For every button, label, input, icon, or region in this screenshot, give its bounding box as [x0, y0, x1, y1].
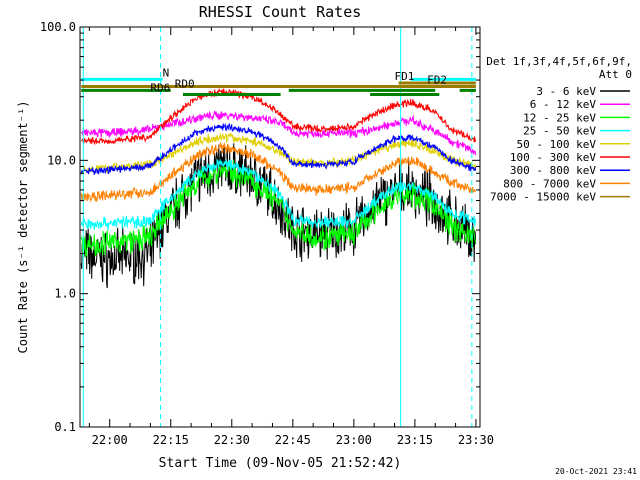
legend-entry-label: 3 - 6 keV — [536, 85, 596, 98]
legend-entry-label: 300 - 800 keV — [510, 164, 596, 177]
y-tick-label: 100.0 — [40, 20, 76, 34]
generation-timestamp: 20-Oct-2021 23:41 — [555, 467, 637, 476]
series-line — [80, 110, 477, 156]
chart-title: RHESSI Count Rates — [199, 3, 362, 21]
mode-bar-label: RD6 — [150, 81, 170, 94]
x-axis-label: Start Time (09-Nov-05 21:52:42) — [159, 456, 402, 471]
series-line — [80, 87, 477, 146]
x-tick-label: 23:00 — [336, 433, 372, 447]
annotation-layer: N FD1 FD2 RD0 RD6 — [81, 27, 476, 427]
series-line — [80, 159, 477, 258]
legend-entry-label: 25 - 50 keV — [523, 125, 596, 138]
legend-entry-label: 100 - 300 keV — [510, 151, 596, 164]
y-tick-label: 10.0 — [47, 153, 76, 167]
data-layer — [80, 87, 477, 289]
mode-bar-label: RD0 — [175, 77, 195, 90]
y-tick-label: 1.0 — [54, 287, 76, 301]
series-line — [80, 141, 477, 203]
x-tick-label: 23:30 — [458, 433, 494, 447]
series-line — [80, 122, 477, 175]
legend: Det 1f,3f,4f,5f,6f,9f, Att 0 3 - 6 keV6 … — [486, 55, 632, 204]
plot-frame — [79, 26, 481, 428]
y-axis-label: Count Rate (s⁻¹ detector segment⁻¹) — [16, 101, 30, 354]
legend-entry-label: 7000 - 15000 keV — [490, 191, 596, 204]
mode-bar-label: N — [163, 66, 170, 79]
mode-bar-label: FD2 — [427, 73, 447, 86]
legend-entry-label: 800 - 7000 keV — [503, 177, 596, 190]
legend-entry-label: 50 - 100 keV — [517, 138, 597, 151]
x-tick-label: 22:45 — [275, 433, 311, 447]
y-axis: 0.1 1.0 10.0 100.0 — [40, 20, 480, 434]
legend-entry-label: 12 - 25 keV — [523, 111, 596, 124]
series-line — [80, 143, 477, 289]
legend-header-line-2: Att 0 — [599, 68, 632, 81]
x-tick-label: 22:30 — [214, 433, 250, 447]
x-tick-label: 22:00 — [92, 433, 128, 447]
series-line — [80, 132, 477, 174]
y-tick-label: 0.1 — [54, 420, 76, 434]
x-tick-label: 23:15 — [397, 433, 433, 447]
x-tick-label: 22:15 — [153, 433, 189, 447]
x-axis: 22:00 22:15 22:30 22:45 23:00 23:15 23:30 — [88, 27, 494, 447]
mode-bar-label: FD1 — [395, 70, 415, 83]
legend-header-line-1: Det 1f,3f,4f,5f,6f,9f, — [486, 55, 632, 68]
legend-entry-label: 6 - 12 keV — [530, 98, 597, 111]
series-line — [80, 159, 477, 231]
